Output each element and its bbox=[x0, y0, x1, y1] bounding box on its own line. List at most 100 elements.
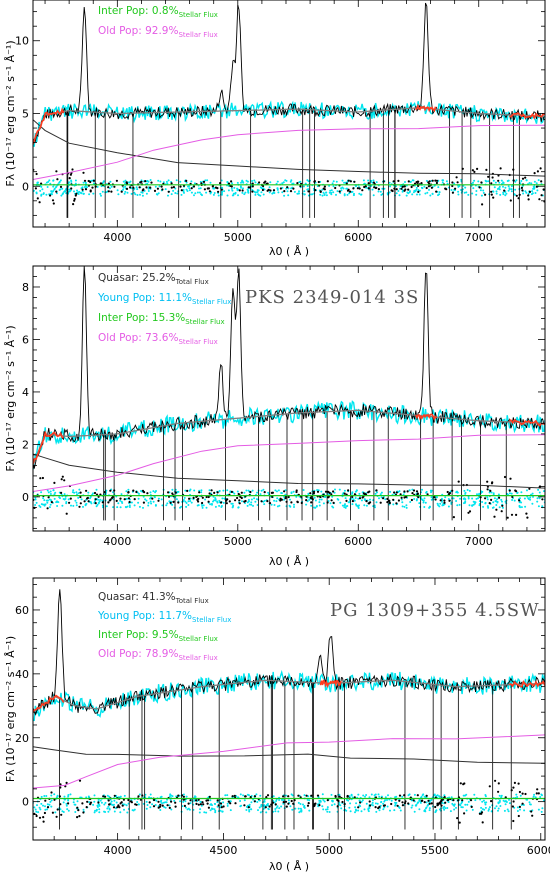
residual-point bbox=[40, 182, 43, 185]
residual-point bbox=[53, 497, 56, 500]
residual-point bbox=[507, 185, 510, 188]
residual-point bbox=[528, 487, 531, 490]
residual-point bbox=[42, 816, 45, 819]
residual-point bbox=[382, 802, 385, 805]
residual-point bbox=[117, 193, 120, 196]
residual-point bbox=[471, 808, 474, 811]
residual-point bbox=[441, 179, 444, 182]
residual-point bbox=[322, 191, 325, 194]
residual-point bbox=[124, 506, 127, 508]
residual-point bbox=[123, 192, 126, 195]
residual-point bbox=[213, 808, 216, 811]
x-tick-label: 5000 bbox=[224, 231, 252, 244]
residual-point bbox=[104, 811, 107, 813]
residual-point bbox=[347, 489, 350, 492]
residual-point bbox=[517, 782, 520, 785]
residual-point bbox=[490, 810, 493, 813]
residual-point bbox=[76, 191, 79, 194]
residual-point bbox=[416, 180, 419, 183]
residual-point bbox=[268, 191, 271, 194]
residual-point bbox=[236, 490, 239, 493]
residual-point bbox=[126, 811, 129, 814]
residual-point bbox=[137, 795, 140, 798]
residual-point bbox=[55, 185, 58, 188]
residual-point bbox=[99, 192, 102, 195]
residual-point bbox=[428, 188, 430, 191]
residual-point bbox=[38, 201, 41, 204]
residual-point bbox=[490, 190, 493, 193]
residual-point bbox=[340, 187, 343, 190]
residual-point bbox=[224, 794, 227, 797]
residual-point bbox=[409, 190, 411, 193]
residual-point bbox=[38, 504, 41, 507]
residual-point bbox=[413, 189, 416, 192]
residual-point bbox=[521, 189, 524, 192]
residual-point bbox=[171, 503, 174, 506]
residual-point bbox=[212, 495, 215, 498]
residual-point bbox=[533, 793, 536, 796]
residual-point bbox=[147, 504, 150, 507]
residual-point bbox=[87, 491, 90, 494]
residual-point bbox=[498, 799, 501, 802]
residual-point bbox=[370, 179, 373, 182]
residual-point bbox=[240, 804, 243, 807]
residual-point bbox=[41, 476, 45, 480]
residual-point bbox=[122, 188, 125, 191]
residual-point bbox=[516, 492, 519, 494]
x-tick-label: 7000 bbox=[465, 535, 493, 548]
residual-point bbox=[162, 181, 165, 184]
residual-point bbox=[63, 493, 66, 496]
residual-point bbox=[476, 493, 478, 496]
residual-point bbox=[504, 800, 507, 802]
residual-point bbox=[247, 498, 250, 501]
residual-point bbox=[334, 186, 337, 190]
residual-point bbox=[452, 799, 455, 802]
residual-point bbox=[297, 801, 300, 804]
residual-point bbox=[520, 501, 523, 504]
residual-point bbox=[148, 796, 151, 799]
residual-point bbox=[226, 804, 229, 807]
residual-point bbox=[412, 489, 416, 492]
residual-point bbox=[379, 190, 382, 193]
residual-point bbox=[325, 808, 327, 811]
residual-point bbox=[536, 497, 539, 500]
residual-point bbox=[410, 806, 413, 809]
residual-point bbox=[507, 189, 510, 192]
residual-point bbox=[489, 489, 492, 492]
residual-point bbox=[356, 187, 359, 190]
residual-point bbox=[369, 498, 371, 501]
residual-point bbox=[302, 185, 305, 188]
residual-point bbox=[395, 192, 398, 195]
model-fit-series bbox=[33, 679, 545, 713]
residual-point bbox=[453, 182, 456, 185]
residual-point bbox=[141, 489, 145, 492]
residual-point bbox=[535, 185, 539, 188]
residual-point bbox=[471, 169, 474, 172]
residual-point bbox=[352, 498, 355, 501]
residual-point bbox=[359, 801, 362, 804]
residual-point bbox=[232, 192, 235, 195]
residual-point bbox=[93, 800, 96, 803]
y-tick-label: 20 bbox=[15, 732, 29, 745]
residual-point bbox=[256, 801, 259, 803]
residual-point bbox=[198, 489, 201, 492]
residual-point bbox=[137, 497, 140, 500]
residual-point bbox=[61, 475, 64, 478]
residual-point bbox=[77, 193, 80, 195]
residual-point bbox=[53, 481, 56, 484]
residual-point bbox=[100, 194, 102, 197]
residual-point bbox=[320, 498, 323, 501]
residual-point bbox=[264, 806, 267, 809]
residual-point bbox=[367, 179, 370, 182]
residual-point bbox=[480, 812, 483, 815]
residual-point bbox=[388, 501, 391, 505]
residual-point bbox=[364, 185, 367, 188]
residual-point bbox=[460, 806, 463, 809]
residual-point bbox=[442, 807, 445, 809]
residual-point bbox=[531, 192, 534, 195]
residual-point bbox=[145, 192, 148, 195]
residual-point bbox=[136, 801, 139, 803]
residual-point bbox=[436, 502, 439, 505]
residual-point bbox=[318, 504, 321, 507]
residual-point bbox=[233, 492, 236, 495]
